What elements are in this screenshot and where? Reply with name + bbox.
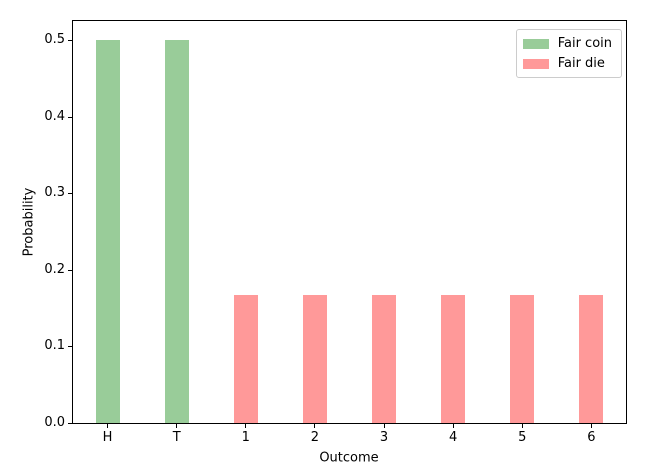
y-tick-mark-0.4: [68, 116, 72, 118]
category-slot-2: [280, 21, 349, 423]
x-tick-slot-1: [211, 424, 280, 428]
category-slot-T: [142, 21, 211, 423]
y-tick-label-0.2: 0.2: [44, 261, 65, 277]
bar-4: [441, 295, 466, 423]
legend-swatch-fair-coin: [522, 38, 549, 49]
x-tick-mark-1: [245, 424, 247, 428]
x-tick-slot-T: [142, 424, 211, 428]
y-tick-label-0.0: 0.0: [44, 415, 65, 430]
x-tick-mark-3: [383, 424, 385, 428]
category-slot-6: [557, 21, 626, 423]
legend-swatch-fair-die: [522, 58, 549, 69]
y-tick-mark-0.2: [68, 269, 72, 271]
bar-H: [95, 40, 120, 423]
legend: Fair coin Fair die: [515, 29, 622, 78]
legend-row-fair-die: Fair die: [522, 56, 612, 71]
category-slot-3: [350, 21, 419, 423]
category-slot-1: [211, 21, 280, 423]
bar-5: [510, 295, 535, 423]
x-tick-labels: H T 1 2 3 4 5 6: [73, 424, 626, 445]
y-tick-label-0.1: 0.1: [44, 338, 65, 354]
x-tick-label-4: 4: [449, 430, 458, 445]
x-tick-label-1: 1: [241, 430, 250, 445]
x-tick-marks: [73, 424, 626, 428]
bar-6: [579, 295, 604, 423]
y-tick-label-0.5: 0.5: [44, 32, 65, 48]
bars-container: [73, 21, 626, 423]
category-slot-H: [73, 21, 142, 423]
bar-2: [302, 295, 327, 423]
x-tick-label-5: 5: [518, 430, 527, 445]
x-tick-mark-4: [452, 424, 454, 428]
y-tick-label-0.4: 0.4: [44, 108, 65, 124]
x-tick-slot-3: [350, 424, 419, 428]
x-tick-slot-4: [419, 424, 488, 428]
x-tick-slot-6: [557, 424, 626, 428]
y-tick-mark-0.3: [68, 193, 72, 195]
x-tick-mark-T: [176, 424, 178, 428]
y-tick-mark-0.5: [68, 40, 72, 42]
y-tick-mark-0.0: [68, 423, 72, 424]
x-tick-slot-2: [280, 424, 349, 428]
legend-label: Fair die: [557, 56, 605, 71]
x-tick-mark-5: [521, 424, 523, 428]
x-tick-label-H: H: [102, 430, 113, 445]
category-slot-5: [488, 21, 557, 423]
bar-1: [233, 295, 258, 423]
x-tick-label-3: 3: [379, 430, 389, 445]
x-tick-mark-H: [107, 424, 109, 428]
bar-T: [164, 40, 189, 423]
legend-row-fair-coin: Fair coin: [522, 36, 612, 51]
x-tick-label-T: T: [172, 430, 181, 445]
category-slot-4: [419, 21, 488, 423]
bar-3: [372, 295, 397, 423]
x-tick-mark-2: [314, 424, 316, 428]
x-tick-mark-6: [590, 424, 592, 428]
x-tick-slot-5: [488, 424, 557, 428]
x-axis-label: Outcome: [319, 450, 379, 466]
legend-label: Fair coin: [557, 36, 612, 51]
y-tick-mark-0.1: [68, 346, 72, 348]
y-tick-label-0.3: 0.3: [44, 185, 65, 201]
x-tick-slot-H: [73, 424, 142, 428]
x-tick-label-2: 2: [310, 430, 320, 445]
x-tick-label-6: 6: [587, 430, 596, 445]
plot-area: H T 1 2 3 4 5 6 Fair coin Fair die 0.0 0.1 0.2 0.3 0…: [44, 20, 627, 445]
